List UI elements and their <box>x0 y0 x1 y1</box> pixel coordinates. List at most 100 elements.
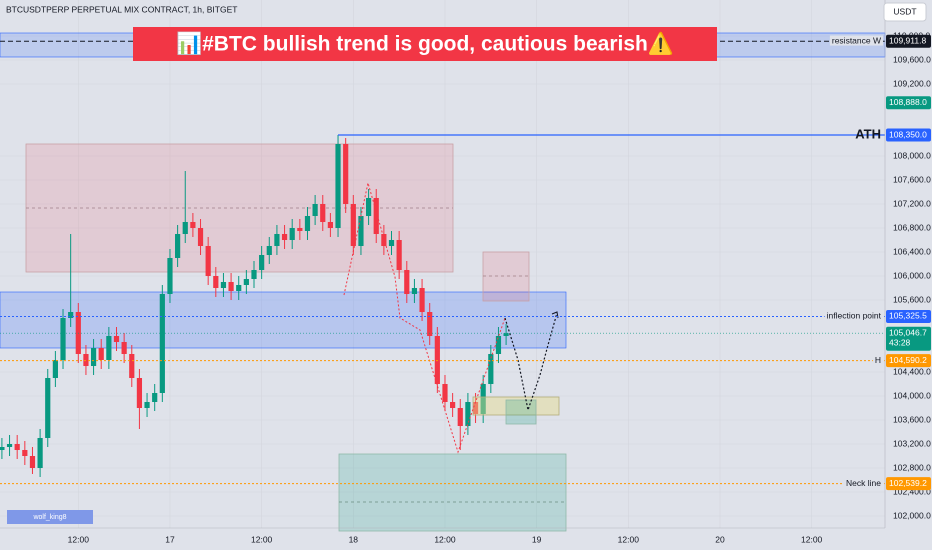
target-zone <box>482 251 530 302</box>
candle-body <box>365 198 372 216</box>
candle-body <box>14 444 20 450</box>
price-tag <box>886 354 931 368</box>
candle-body <box>68 312 74 318</box>
candle-body <box>327 222 333 228</box>
symbol-header: BTCUSDTPERP PERPETUAL MIX CONTRACT, 1h, … <box>6 4 237 14</box>
x-tick-label: 12:00 <box>618 534 640 544</box>
candle-body <box>419 288 425 312</box>
candle-body <box>29 456 36 468</box>
candle-body <box>45 378 51 438</box>
candle-body <box>98 348 104 360</box>
candle-body <box>213 276 219 288</box>
candle-body <box>0 447 5 450</box>
level-name: Neck line <box>846 478 881 488</box>
candle-body <box>312 204 318 216</box>
candle-body <box>152 393 158 402</box>
candle-body <box>90 348 97 366</box>
price-tag <box>886 477 931 491</box>
currency-button-label[interactable]: USDT <box>893 6 916 16</box>
candle-body <box>442 384 448 402</box>
candle-body <box>136 378 143 408</box>
candle-body <box>281 234 288 240</box>
candle-body <box>350 204 356 246</box>
x-tick-label: 20 <box>715 534 725 544</box>
candle-body <box>373 198 379 234</box>
price-tag <box>886 128 931 142</box>
last-price-tag <box>886 326 931 351</box>
level-name-bg <box>829 35 883 46</box>
chart-title: 📊#BTC bullish trend is good, cautious be… <box>176 31 674 56</box>
candle-body <box>427 312 433 336</box>
y-tick-label: 102,800.0 <box>893 462 931 472</box>
candle-body <box>434 336 440 384</box>
x-tick-label: 12:00 <box>251 534 273 544</box>
candle-body <box>495 336 502 354</box>
candle-body <box>167 258 173 294</box>
price-tag-label: 102,539.2 <box>889 478 927 488</box>
x-tick-label: 12:00 <box>68 534 90 544</box>
candle-body <box>144 402 150 408</box>
candle-body <box>457 408 463 426</box>
level-name: ATH <box>855 126 881 141</box>
candle-body <box>106 336 112 360</box>
candle-body <box>358 216 364 246</box>
candle-body <box>243 279 249 285</box>
candle-body <box>289 228 295 240</box>
y-tick-label: 107,200.0 <box>893 198 931 208</box>
level-name-bg <box>872 354 883 365</box>
price-tag <box>886 34 931 48</box>
level-name-bg <box>824 310 884 321</box>
candle-body <box>60 318 66 360</box>
price-tag-label: 108,350.0 <box>889 129 927 139</box>
candle-body <box>121 342 127 354</box>
countdown-label: 43:28 <box>889 337 911 347</box>
candle-body <box>259 255 265 270</box>
levels: resistance W ATH inflection point H Neck lin… <box>0 35 885 488</box>
y-tick-label: 105,600.0 <box>893 294 931 304</box>
level-name-bg <box>844 477 884 488</box>
candle-body <box>465 402 471 426</box>
price-tag-label: 108,888.0 <box>889 97 927 107</box>
x-tick-label: 17 <box>165 534 175 544</box>
candle-body <box>343 144 349 204</box>
support-box <box>472 396 560 416</box>
inflection-zone <box>0 291 567 349</box>
x-tick-label: 12:00 <box>801 534 823 544</box>
y-tick-label: 102,000.0 <box>893 510 931 520</box>
y-tick-label: 107,600.0 <box>893 174 931 184</box>
level-name: resistance W <box>832 36 881 46</box>
past-path <box>343 182 506 454</box>
y-tick-label: 109,600.0 <box>893 54 931 64</box>
price-tag <box>886 309 931 323</box>
watermark: wolf_king8 <box>32 514 66 521</box>
y-tick-label: 103,600.0 <box>893 414 931 424</box>
candle-body <box>159 294 165 393</box>
price-tag-label: 109,911.8 <box>889 36 926 46</box>
candle-body <box>335 144 341 228</box>
last-price-label: 105,046.7 <box>889 327 927 337</box>
y-tick-label: 108,000.0 <box>893 150 931 160</box>
candle-body <box>388 240 395 246</box>
retest-box <box>505 399 537 425</box>
candle-body <box>22 450 28 456</box>
candles <box>0 135 509 477</box>
candle-body <box>304 216 311 231</box>
price-tag <box>886 96 931 110</box>
candle-body <box>396 240 402 270</box>
candle-body <box>450 402 456 408</box>
candle-body <box>266 246 272 255</box>
candle-body <box>320 204 326 222</box>
price-tag-label: 105,325.5 <box>889 311 927 321</box>
candle-body <box>129 354 135 378</box>
watermark-box <box>7 510 93 524</box>
y-tick-label: 109,200.0 <box>893 78 931 88</box>
candle-body <box>113 336 120 342</box>
y-tick-label: 106,000.0 <box>893 270 931 280</box>
x-tick-label: 12:00 <box>434 534 456 544</box>
candle-body <box>404 270 410 294</box>
demand-zone <box>338 453 567 532</box>
candle-body <box>488 354 494 384</box>
currency-button[interactable] <box>883 2 927 22</box>
candle-body <box>251 270 257 279</box>
